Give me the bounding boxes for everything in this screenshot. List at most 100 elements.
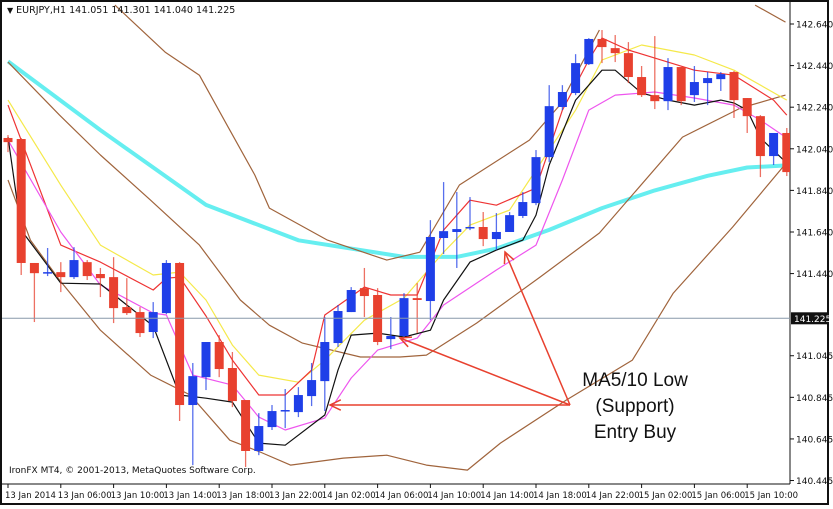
triangle-down-icon[interactable]: ▼ — [7, 6, 14, 15]
candle-body — [491, 231, 501, 240]
bearish-candle — [412, 283, 422, 334]
candle-body — [465, 226, 475, 229]
bullish-candle — [505, 212, 515, 232]
bearish-candle — [175, 262, 185, 422]
bearish-candle — [241, 400, 251, 468]
candle-body — [29, 262, 39, 274]
bullish-candle — [584, 38, 594, 65]
candle-body — [769, 132, 779, 157]
x-tick-label: 15 Jan 02:00 — [639, 491, 693, 501]
bearish-candle — [3, 135, 13, 153]
symbol-label: EURJPY,H1 — [16, 5, 67, 16]
candle-body — [399, 298, 409, 336]
annotation-arrow — [504, 251, 571, 406]
bullish-candle — [571, 54, 581, 96]
bearish-candle — [122, 278, 132, 315]
candle-body — [689, 82, 699, 96]
x-tick-label: 13 Jan 22:00 — [269, 491, 323, 501]
bearish-candle — [135, 307, 145, 338]
candle-body — [676, 67, 686, 102]
bid-line: 141.225 — [2, 312, 831, 325]
bearish-candle — [95, 267, 105, 298]
bearish-candle — [373, 288, 383, 346]
bullish-candle — [531, 150, 541, 206]
candle-body — [267, 411, 277, 428]
bullish-candle — [201, 342, 211, 391]
candle-body — [241, 400, 251, 451]
copyright-text: IronFX MT4, © 2001-2013, MetaQuotes Soft… — [9, 466, 256, 476]
y-tick-label: 141.440 — [796, 270, 833, 280]
x-tick-label: 13 Jan 18:00 — [216, 491, 270, 501]
annotation-arrows — [328, 250, 571, 411]
candle-body — [742, 98, 752, 117]
candle-body — [663, 67, 673, 102]
bullish-candle — [544, 85, 554, 163]
candle-body — [439, 231, 449, 239]
indicator-line — [7, 91, 788, 431]
candle-body — [412, 298, 422, 300]
bullish-candle — [280, 389, 290, 429]
bullish-candle — [267, 405, 277, 430]
x-tick-label: 15 Jan 10:00 — [744, 491, 798, 501]
annotation-line: MA5/10 Low — [582, 370, 688, 391]
bullish-candle — [663, 58, 673, 111]
candles — [3, 30, 790, 468]
bullish-candle — [399, 293, 409, 338]
bullish-candle — [161, 260, 171, 315]
x-tick-label: 13 Jan 10:00 — [111, 491, 165, 501]
candle-body — [571, 63, 581, 94]
bearish-candle — [29, 262, 39, 323]
candle-body — [597, 38, 607, 48]
bearish-candle — [82, 260, 92, 281]
arrow-head-icon — [328, 399, 342, 411]
y-tick-label: 140.445 — [796, 477, 833, 487]
bullish-candle — [254, 413, 264, 456]
arrow-head-icon — [398, 336, 413, 348]
candle-body — [637, 77, 647, 96]
candle-body — [69, 260, 79, 278]
bearish-candle — [729, 71, 739, 119]
candle-body — [16, 139, 26, 263]
bullish-candle — [491, 213, 501, 251]
candle-body — [452, 229, 462, 232]
bullish-candle — [716, 72, 726, 91]
bullish-candle — [769, 132, 779, 166]
candle-body — [254, 426, 264, 451]
bullish-candle — [518, 192, 528, 219]
candle-body — [531, 157, 541, 204]
y-tick-label: 142.040 — [796, 145, 833, 155]
candle-body — [478, 226, 488, 240]
y-tick-label: 141.045 — [796, 352, 833, 362]
bullish-candle — [307, 363, 317, 407]
candle-body — [82, 262, 92, 277]
bid-price-box — [791, 312, 828, 325]
ohlc-values: 141.051 141.301 141.040 141.225 — [69, 5, 236, 16]
bullish-candle — [465, 197, 475, 231]
candle-body — [95, 274, 105, 279]
candle-body — [148, 312, 158, 333]
bearish-candle — [610, 35, 620, 63]
bearish-candle — [214, 335, 224, 378]
bullish-candle — [689, 66, 699, 102]
bullish-candle — [293, 387, 303, 418]
x-tick-label: 13 Jan 06:00 — [58, 491, 112, 501]
candle-body — [650, 95, 660, 102]
bearish-candle — [478, 212, 488, 247]
candle-body — [307, 380, 317, 397]
candle-body — [293, 395, 303, 413]
candle-body — [175, 262, 185, 406]
candle-body — [755, 116, 765, 157]
bullish-candle — [452, 192, 462, 268]
axes: 142.640 142.440 142.240 142.040 141.840 141.6… — [2, 2, 833, 501]
bearish-candle — [623, 42, 633, 84]
x-tick-label: 14 Jan 18:00 — [533, 491, 587, 501]
bullish-candle — [69, 247, 79, 279]
bullish-candle — [188, 363, 198, 466]
candle-body — [716, 74, 726, 80]
bullish-candle — [333, 304, 343, 348]
bullish-candle — [425, 220, 435, 321]
candle-body — [227, 368, 237, 402]
candle-body — [346, 290, 356, 313]
annotation-arrow — [399, 337, 571, 406]
